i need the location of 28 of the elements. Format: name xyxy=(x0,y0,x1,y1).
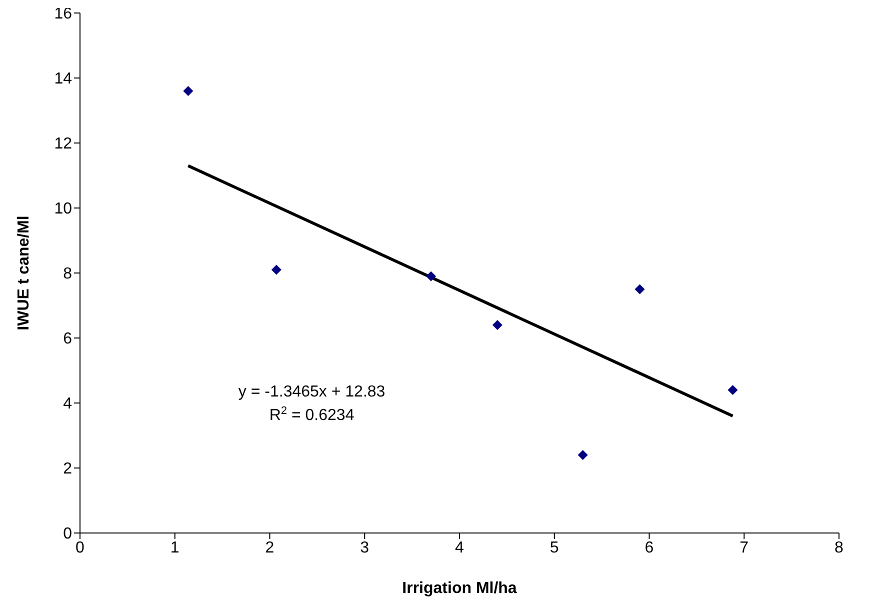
point xyxy=(578,450,588,460)
point xyxy=(492,320,502,330)
x-tick-label: 1 xyxy=(170,539,180,556)
x-tick-label: 4 xyxy=(455,539,464,556)
y-tick-label: 10 xyxy=(54,200,72,218)
annotation: R$^{2}$ = 0.6234 xyxy=(269,404,354,424)
x-tick-label: 8 xyxy=(834,539,844,556)
y-tick-label: 12 xyxy=(54,136,72,153)
x-tick-label: 6 xyxy=(644,539,654,556)
y-tick-label: 4 xyxy=(63,396,72,413)
x-tick-label: 7 xyxy=(740,539,749,556)
x-tick-label: 5 xyxy=(550,539,559,556)
y-tick-label: 6 xyxy=(63,330,72,348)
annotation: y = -1.3465x + 12.83 xyxy=(238,384,386,401)
point xyxy=(183,86,194,96)
point xyxy=(271,264,282,275)
point xyxy=(634,284,645,294)
y-tick-label: 14 xyxy=(54,70,72,88)
x-tick-label: 0 xyxy=(76,539,85,556)
point xyxy=(426,271,436,282)
y-tick-label: 8 xyxy=(63,266,72,283)
x-tick-label: 3 xyxy=(360,539,370,556)
y-tick-label: 2 xyxy=(63,460,72,478)
x-axis-title: Irrigation Ml/ha xyxy=(402,580,517,597)
point xyxy=(728,385,738,395)
y-axis-title: IWUE t cane/Ml xyxy=(16,216,33,330)
x-tick-label: 2 xyxy=(265,539,274,556)
y-tick-label: 0 xyxy=(63,526,72,543)
